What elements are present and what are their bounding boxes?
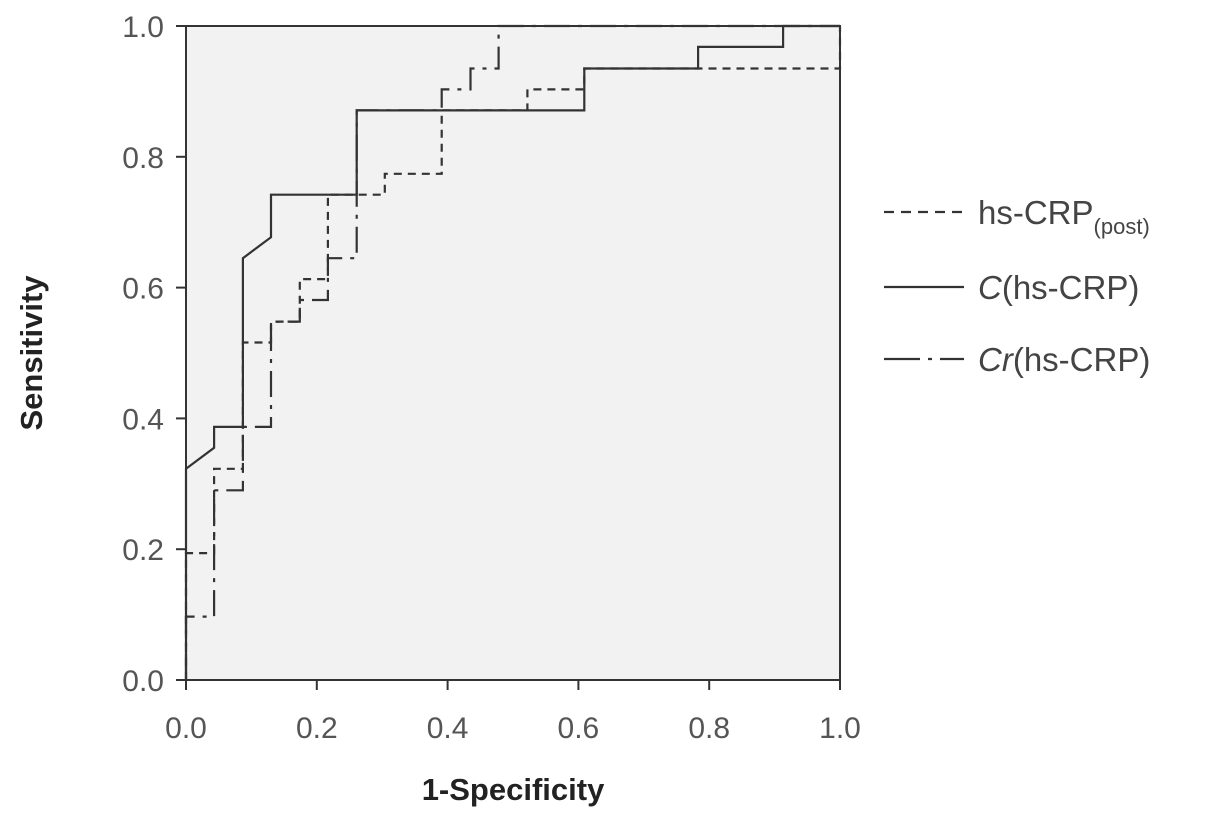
y-tick-label: 0.0 <box>122 665 164 698</box>
x-axis-title: 1-Specificity <box>422 772 605 807</box>
y-tick-label: 0.2 <box>122 534 164 567</box>
y-tick-label: 1.0 <box>122 11 164 44</box>
legend-label-1: hs-CRP(post) <box>978 194 1150 239</box>
y-tick-label: 0.6 <box>122 273 164 306</box>
legend-label-3: Cr(hs-CRP) <box>978 341 1150 378</box>
series-line-1 <box>184 26 842 680</box>
x-tick-label: 1.0 <box>819 712 861 745</box>
series-layer <box>184 24 842 680</box>
series-line-3 <box>184 24 840 680</box>
x-tick-label: 0.2 <box>296 712 338 745</box>
axes-layer: 0.00.0 0.2 0.2 0.4 0.4 0.6 0.6 0.8 0.8 1.0 1.0 <box>122 11 861 745</box>
x-tick-label: 0.8 <box>688 712 730 745</box>
plot-frame <box>185 25 841 681</box>
y-tick-label: 0.8 <box>122 142 164 175</box>
x-tick-label: 0.6 <box>558 712 600 745</box>
legend: hs-CRP(post) C(hs-CRP) Cr(hs-CRP) <box>884 194 1150 378</box>
legend-label-2: C(hs-CRP) <box>978 269 1139 306</box>
plot-background <box>186 26 840 680</box>
x-tick-label: 0.4 <box>427 712 469 745</box>
x-tick-label: 0.0 <box>165 712 207 745</box>
y-tick-label: 0.4 <box>122 403 164 436</box>
y-axis-title: Sensitivity <box>14 275 49 431</box>
